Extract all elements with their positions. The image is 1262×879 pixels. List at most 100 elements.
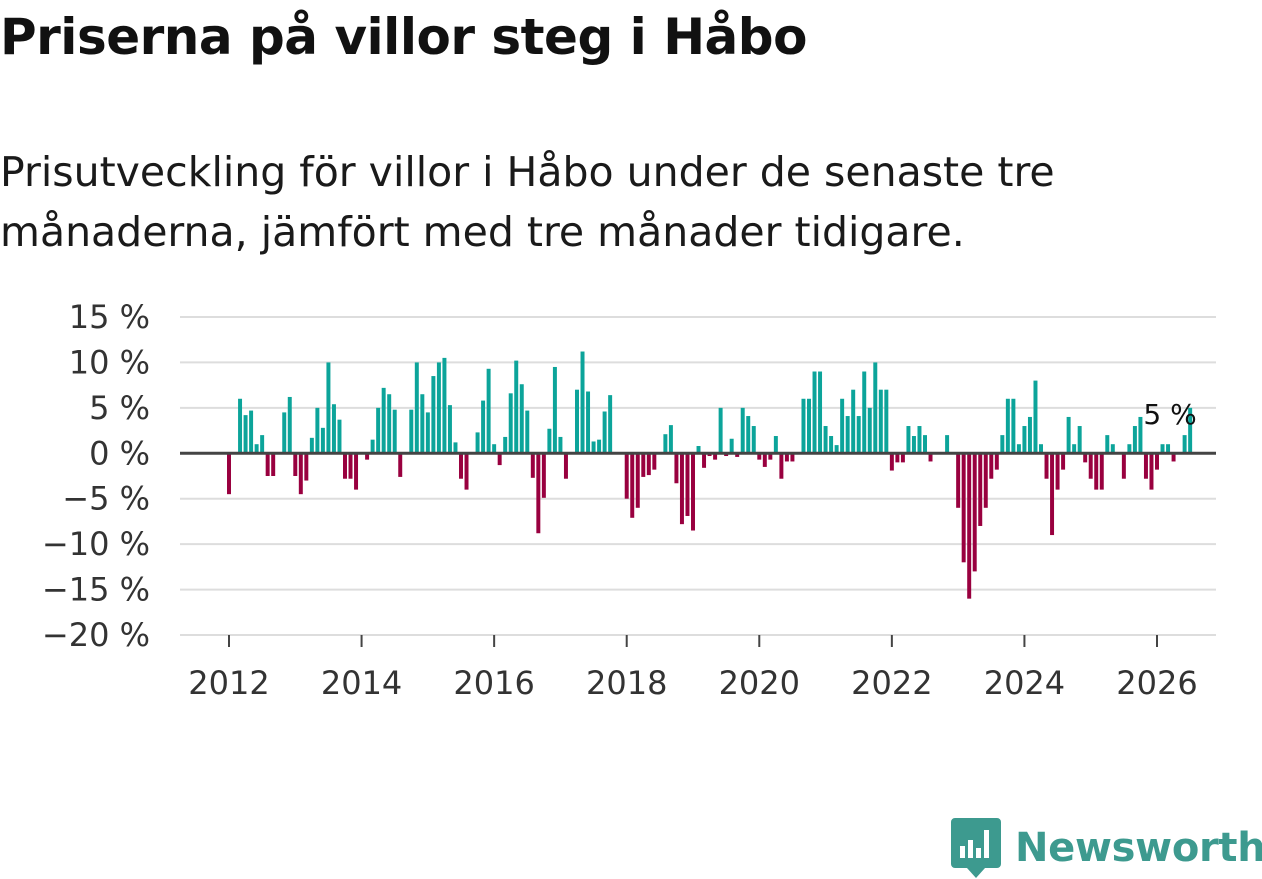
bar	[663, 434, 668, 454]
bar	[320, 427, 325, 454]
x-tick-label: 2024	[984, 664, 1065, 702]
bar	[492, 444, 497, 454]
bar	[878, 389, 883, 454]
x-tick-label: 2018	[586, 664, 667, 702]
bar	[1149, 453, 1154, 490]
bar	[978, 453, 983, 526]
bar	[989, 453, 994, 479]
bar	[541, 453, 546, 498]
bar	[580, 351, 585, 454]
bar	[447, 405, 452, 454]
bar	[602, 411, 607, 454]
bar	[547, 428, 552, 454]
bar	[790, 453, 795, 462]
bar	[972, 453, 977, 572]
bar	[718, 407, 723, 454]
bar	[293, 453, 298, 476]
bar	[586, 391, 591, 454]
bar	[563, 453, 568, 479]
bar	[729, 438, 734, 454]
bar	[691, 453, 695, 531]
bar	[260, 435, 265, 454]
bar	[425, 412, 430, 454]
bar	[1077, 426, 1082, 454]
bar	[354, 453, 359, 490]
bar	[365, 453, 370, 460]
bar	[1005, 398, 1010, 454]
bar	[519, 384, 524, 454]
bar	[1072, 444, 1077, 454]
bar	[1061, 453, 1066, 470]
bar	[282, 412, 287, 454]
bar	[453, 442, 458, 454]
bar	[442, 357, 447, 454]
bar	[746, 416, 751, 454]
bar	[387, 394, 392, 454]
bar	[862, 371, 867, 454]
bar	[829, 436, 834, 454]
bar	[735, 453, 740, 457]
bar	[475, 432, 480, 454]
bar	[823, 426, 828, 454]
bar	[381, 387, 386, 454]
bar	[304, 453, 309, 481]
bar	[1083, 453, 1088, 463]
bar	[851, 389, 856, 454]
bar	[917, 426, 922, 454]
y-tick-label: −20 %	[42, 616, 150, 654]
bar	[1138, 416, 1143, 454]
bar	[1171, 453, 1176, 462]
bar	[591, 441, 596, 454]
bar	[1188, 407, 1193, 454]
bar	[768, 453, 773, 460]
bar	[331, 404, 336, 454]
bar	[895, 453, 900, 463]
bar	[801, 398, 806, 454]
bar	[376, 407, 381, 454]
bar	[370, 439, 375, 454]
bar	[696, 446, 701, 454]
bar	[508, 393, 513, 454]
bar	[757, 453, 762, 460]
bar	[1000, 435, 1005, 454]
bar	[856, 416, 861, 454]
bar	[552, 366, 557, 454]
brand-name: Newsworthy	[1015, 825, 1262, 871]
bar	[679, 453, 684, 525]
bar	[420, 394, 425, 454]
bar	[254, 444, 259, 454]
bar	[608, 395, 613, 454]
bar	[889, 453, 894, 471]
bar	[265, 453, 270, 476]
bar	[873, 362, 878, 454]
y-tick-label: −10 %	[42, 525, 150, 563]
bar	[840, 398, 845, 454]
chart-grid	[180, 316, 1216, 636]
bar	[751, 426, 756, 454]
y-axis: 15 % 10 % 5 % 0 % −5 % −10 % −15 % −20 %	[42, 298, 150, 654]
bar	[702, 453, 707, 468]
newsworthy-logo-icon	[951, 818, 1001, 878]
bar	[668, 425, 673, 454]
bar	[740, 407, 745, 454]
bar	[1088, 453, 1093, 479]
bar	[1027, 416, 1032, 454]
bar	[624, 453, 629, 499]
bar	[967, 453, 972, 599]
bar	[1033, 380, 1038, 454]
bar	[1050, 453, 1055, 536]
page-title: Priserna på villor steg i Håbo	[0, 8, 807, 66]
bar	[630, 453, 635, 518]
bar	[961, 453, 966, 563]
bar	[1132, 426, 1137, 454]
brand-logo: Newsworthy	[951, 818, 1262, 878]
bar	[635, 453, 640, 508]
bar	[906, 426, 911, 454]
x-tick-label: 2026	[1116, 664, 1197, 702]
bar	[337, 419, 342, 454]
bar	[514, 360, 519, 454]
bar	[1160, 444, 1165, 454]
bar	[867, 407, 872, 454]
bar	[536, 453, 541, 534]
bar	[503, 436, 508, 454]
